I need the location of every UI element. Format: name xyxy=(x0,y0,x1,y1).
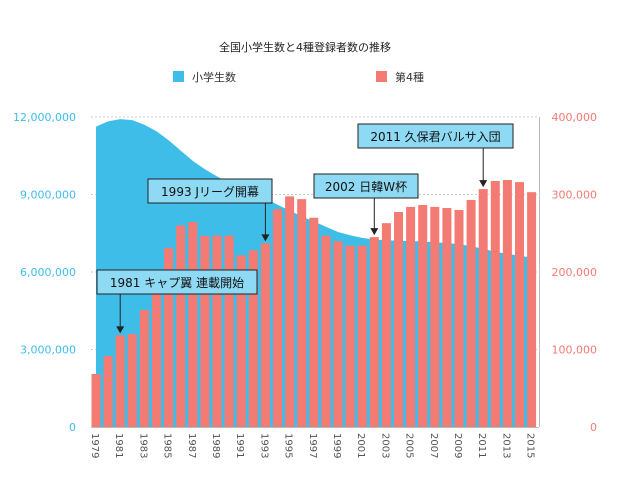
registrants-bar xyxy=(333,241,343,427)
registrants-bar xyxy=(430,206,440,427)
annotation-label: 1981 キャプ翼 連載開始 xyxy=(110,276,244,290)
x-tick-label: 1981 xyxy=(113,433,124,458)
x-tick-label: 2003 xyxy=(379,433,390,458)
registrants-bar xyxy=(490,181,500,427)
registrants-bar xyxy=(381,223,391,427)
registrants-bar xyxy=(369,237,379,427)
left-tick-label: 0 xyxy=(69,421,76,434)
x-tick-label: 1991 xyxy=(234,433,245,458)
x-tick-label: 2001 xyxy=(355,433,366,458)
annotation-box xyxy=(313,173,419,199)
x-tick-label: 1979 xyxy=(89,433,100,458)
registrants-bar xyxy=(285,196,295,427)
registrants-bar xyxy=(176,225,186,427)
registrants-bar xyxy=(273,209,282,427)
registrants-bar xyxy=(127,334,137,427)
registrants-bar xyxy=(466,199,476,427)
registrants-bar xyxy=(103,356,113,427)
right-tick-label: 100,000 xyxy=(552,344,598,357)
legend-swatch-registrants xyxy=(376,71,387,82)
registrants-bar xyxy=(248,250,258,427)
left-tick-label: 12,000,000 xyxy=(13,111,76,124)
registrants-bar xyxy=(91,373,101,427)
registrants-bar xyxy=(406,206,416,427)
annotation-box xyxy=(357,123,514,149)
x-tick-label: 1997 xyxy=(307,433,318,458)
legend: 小学生数 第4種 xyxy=(173,70,424,84)
x-tick-label: 2013 xyxy=(500,433,511,458)
x-tick-label: 1983 xyxy=(137,433,148,458)
arrow-down-icon xyxy=(261,234,270,242)
registrants-bar xyxy=(502,180,512,427)
annotation-box xyxy=(147,178,273,204)
chart-title: 全国小学生数と4種登録者数の推移 xyxy=(219,40,391,54)
registrants-bar xyxy=(357,245,367,427)
arrow-down-icon xyxy=(370,228,379,236)
registrants-bar xyxy=(442,207,452,427)
annotation-label: 1993 Jリーグ開幕 xyxy=(161,185,259,199)
arrow-down-icon xyxy=(479,180,488,188)
annotation-label: 2002 日韓W杯 xyxy=(325,180,407,194)
registrants-bar xyxy=(515,182,524,427)
x-tick-label: 1985 xyxy=(162,433,173,458)
left-tick-label: 3,000,000 xyxy=(20,344,76,357)
legend-label-students: 小学生数 xyxy=(192,70,236,84)
x-tick-label: 1987 xyxy=(186,433,197,458)
registrants-bar xyxy=(236,255,246,427)
x-tick-label: 2005 xyxy=(404,433,415,458)
right-tick-label: 300,000 xyxy=(552,189,598,202)
registrants-bar xyxy=(321,235,331,427)
registrants-bar xyxy=(309,217,319,427)
registrants-bar xyxy=(297,199,307,427)
x-tick-label: 2011 xyxy=(476,433,487,458)
x-tick-label: 2009 xyxy=(452,433,463,458)
registrants-bar xyxy=(139,309,149,427)
x-tick-label: 2007 xyxy=(428,433,439,458)
registrants-bar xyxy=(527,192,537,427)
left-tick-label: 6,000,000 xyxy=(20,266,76,279)
registrants-bar xyxy=(200,235,210,427)
registrants-bar xyxy=(345,245,355,427)
registrants-bar xyxy=(164,247,174,427)
x-tick-label: 2015 xyxy=(525,433,536,458)
x-tick-label: 1989 xyxy=(210,433,221,458)
registrants-bar xyxy=(260,243,270,427)
right-tick-label: 400,000 xyxy=(552,111,598,124)
x-tick-label: 1993 xyxy=(258,433,269,458)
registrants-bar xyxy=(454,210,464,427)
legend-swatch-students xyxy=(173,71,184,82)
arrow-down-icon xyxy=(116,326,125,334)
registrants-bar xyxy=(115,335,125,427)
annotation-label: 2011 久保君バルサ入団 xyxy=(370,130,500,144)
annotation-box xyxy=(96,269,258,295)
right-tick-label: 0 xyxy=(590,421,597,434)
registrants-bar xyxy=(478,189,488,427)
registrants-bar xyxy=(212,235,222,427)
x-tick-label: 1995 xyxy=(283,433,294,458)
registrants-bar xyxy=(152,288,161,427)
left-tick-label: 9,000,000 xyxy=(20,189,76,202)
legend-label-registrants: 第4種 xyxy=(395,70,424,84)
right-tick-label: 200,000 xyxy=(552,266,598,279)
registrants-bar xyxy=(224,235,234,427)
registrants-bar xyxy=(418,204,428,427)
registrants-bar xyxy=(394,212,403,427)
x-tick-label: 1999 xyxy=(331,433,342,458)
registrants-bar xyxy=(188,222,198,427)
